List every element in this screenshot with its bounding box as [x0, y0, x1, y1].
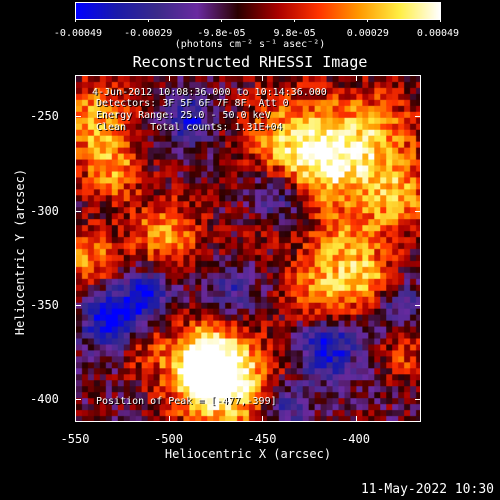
- colorbar-tick: [221, 19, 222, 22]
- colorbar-tick-label: -0.00029: [124, 28, 173, 39]
- x-tick-mark-top: [262, 75, 264, 81]
- x-tick-label: -500: [154, 432, 183, 446]
- colorbar-tick-label: 0.00049: [416, 28, 460, 39]
- y-tick-mark-right: [415, 305, 421, 307]
- colorbar-tick: [440, 19, 441, 22]
- y-tick-mark-right: [415, 399, 421, 401]
- x-tick-mark: [75, 416, 76, 422]
- y-axis-label: Heliocentric Y (arcsec): [13, 168, 27, 336]
- annotation-time-range: 4-Jun-2012 10:08:36.000 to 10:14:36.000: [92, 87, 327, 98]
- heatmap-image: [76, 76, 420, 421]
- colorbar-tick-label: -9.8e-05: [197, 28, 246, 39]
- colorbar-gradient: [75, 2, 441, 20]
- y-tick-mark: [75, 116, 81, 118]
- annotation-peak-position: Position of Peak = [-477,-399]: [96, 396, 277, 407]
- y-tick-mark-right: [415, 210, 421, 212]
- y-tick-label: -300: [30, 203, 59, 218]
- colorbar-tick: [294, 19, 295, 22]
- colorbar-units: (photons cm⁻² s⁻¹ asec⁻²): [174, 39, 326, 50]
- annotation-clean-counts: Clean Total counts: 1.31E+04: [96, 122, 283, 133]
- plot-area: 4-Jun-2012 10:08:36.000 to 10:14:36.000 …: [75, 75, 421, 422]
- x-tick-label: -450: [247, 432, 277, 446]
- x-tick-mark-top: [355, 75, 357, 81]
- y-tick-label: -350: [30, 298, 59, 313]
- colorbar: [75, 2, 441, 22]
- y-tick-mark: [75, 305, 81, 307]
- colorbar-tick-label: -0.00049: [53, 28, 103, 39]
- x-tick-label: -400: [341, 432, 370, 446]
- annotation-energy-range: Energy Range: 25.0 - 50.0 keV: [96, 110, 271, 121]
- y-tick-mark: [75, 399, 81, 401]
- colorbar-tick: [367, 19, 368, 22]
- timestamp: 11-May-2022 10:30: [360, 482, 494, 497]
- annotation-detectors: Detectors: 3F 5F 6F 7F 8F, Att 0: [96, 98, 289, 109]
- x-tick-mark: [168, 416, 170, 422]
- chart-title: Reconstructed RHESSI Image: [132, 53, 368, 71]
- colorbar-tick: [148, 19, 149, 22]
- x-axis-label: Heliocentric X (arcsec): [164, 447, 332, 461]
- colorbar-tick: [75, 19, 76, 22]
- y-tick-mark: [75, 210, 81, 212]
- y-tick-mark-right: [415, 116, 421, 118]
- x-tick-mark-top: [75, 75, 76, 81]
- x-tick-mark: [355, 416, 357, 422]
- x-tick-mark: [262, 416, 264, 422]
- x-tick-label: -550: [60, 432, 90, 446]
- x-tick-mark-top: [168, 75, 170, 81]
- colorbar-tick-label: 0.00029: [346, 28, 389, 39]
- y-tick-label: -250: [30, 109, 59, 124]
- colorbar-tick-label: 9.8e-05: [273, 28, 316, 39]
- y-tick-label: -400: [30, 392, 59, 407]
